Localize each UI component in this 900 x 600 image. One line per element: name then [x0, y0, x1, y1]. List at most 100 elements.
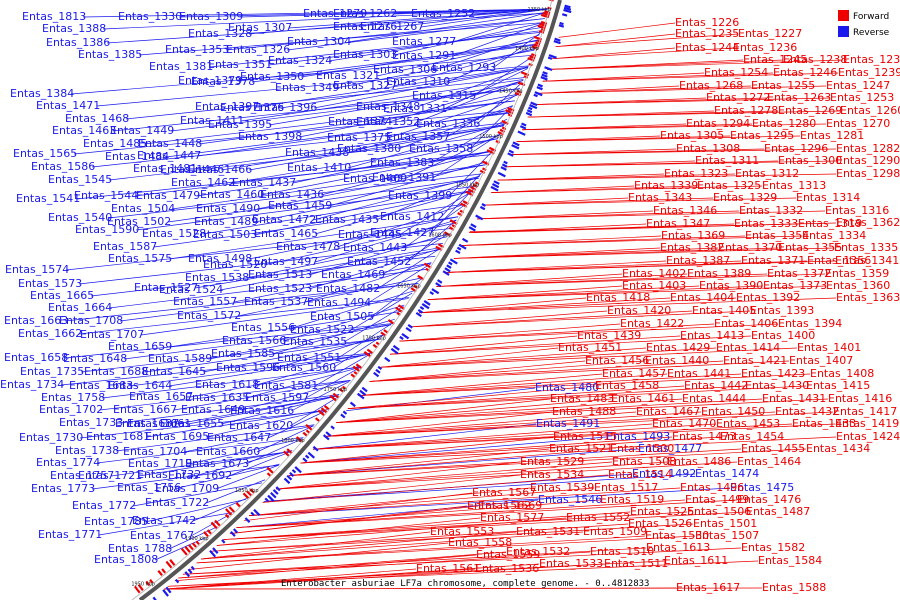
gene-label: Entas_1319: [798, 217, 862, 230]
gene-feature-mark: [206, 529, 212, 535]
gene-label: Entas_1618: [195, 378, 259, 391]
gene-label: Entas_1509: [583, 525, 647, 538]
gene-leader-line: [358, 373, 668, 396]
gene-label: Entas_1459: [268, 199, 332, 212]
kbp-tick-label: 1900 kbp: [185, 536, 209, 542]
gene-label: Entas_1415: [806, 379, 870, 392]
gene-label: Entas_1562: [467, 499, 531, 512]
gene-leader-line: [98, 512, 233, 536]
gene-feature-mark: [500, 166, 507, 171]
gene-leader-line: [399, 323, 715, 342]
legend-forward-label: Forward: [853, 12, 889, 22]
gene-feature-mark: [501, 163, 508, 168]
gene-leader-line: [210, 523, 629, 552]
gene-leader-line: [108, 135, 500, 181]
gene-feature-mark: [191, 542, 197, 548]
gene-feature-mark: [392, 344, 400, 351]
gene-leader-line: [484, 197, 629, 206]
gene-feature-mark: [162, 589, 169, 597]
gene-label: Entas_1573: [18, 277, 82, 290]
gene-label: Entas_1316: [825, 204, 889, 217]
gene-leader-line: [96, 65, 529, 107]
gene-leader-line: [555, 33, 676, 48]
gene-label: Entas_1416: [828, 392, 892, 405]
gene-label: Entas_1537: [244, 295, 308, 308]
gene-label: Entas_1360: [826, 279, 890, 292]
gene-label: Entas_1348: [356, 100, 420, 113]
legend-forward-swatch: [838, 10, 849, 21]
gene-feature-mark: [190, 565, 195, 571]
gene-leader-line: [171, 164, 486, 210]
gene-feature-mark: [437, 279, 443, 284]
gene-leader-line: [409, 310, 608, 328]
gene-label: Entas_1279: [303, 7, 367, 20]
legend-reverse-swatch: [838, 26, 849, 37]
gene-leader-line: [245, 366, 361, 399]
gene-leader-line: [380, 347, 647, 368]
gene-leader-line: [522, 123, 827, 131]
gene-feature-mark: [561, 13, 568, 17]
gene-feature-mark: [423, 262, 432, 269]
gene-leader-line: [324, 411, 834, 437]
gene-label: Entas_1389: [687, 267, 751, 280]
gene-leader-line: [300, 436, 607, 464]
gene-label: Entas_1480: [535, 381, 599, 394]
gene-label: Entas_1450: [701, 405, 765, 418]
gene-leader-line: [300, 436, 837, 464]
gene-leader-line: [314, 353, 371, 387]
gene-label: Entas_1309: [179, 10, 243, 23]
gene-label: Entas_1525: [630, 505, 694, 518]
gene-leader-line: [389, 335, 578, 355]
gene-leader-line: [542, 72, 705, 82]
gene-leader-line: [336, 398, 551, 423]
gene-leader-line: [192, 498, 247, 522]
gene-feature-mark: [544, 66, 553, 72]
gene-label: Entas_1477: [638, 442, 702, 455]
gene-feature-mark: [423, 300, 431, 306]
gene-label: Entas_1734: [0, 378, 64, 391]
gene-leader-line: [551, 47, 734, 60]
gene-label: Entas_1449: [110, 124, 174, 137]
gene-label: Entas_1569: [478, 499, 542, 512]
gene-label: Entas_1507: [695, 529, 759, 542]
gene-feature-mark: [214, 519, 221, 527]
gene-leader-line: [205, 409, 328, 438]
gene-leader-line: [65, 228, 452, 271]
gene-label: Entas_1308: [676, 142, 740, 155]
gene-label: Entas_1503: [193, 228, 257, 241]
gene-leader-line: [182, 547, 647, 575]
gene-label: Entas_1334: [802, 229, 866, 242]
kbp-tick-label: 1450 kbp: [499, 89, 523, 95]
gene-leader-line: [370, 278, 422, 318]
gene-label: Entas_1681: [86, 430, 150, 443]
gene-feature-mark: [302, 431, 308, 437]
gene-leader-line: [143, 100, 515, 145]
gene-leader-line: [446, 93, 518, 138]
gene-leader-line: [201, 531, 584, 560]
gene-feature-mark: [508, 149, 515, 154]
gene-feature-mark: [497, 171, 506, 178]
gene-label: Entas_1445: [338, 228, 402, 241]
gene-leader-line: [173, 380, 351, 411]
gene-label: Entas_1385: [78, 48, 142, 61]
gene-leader-line: [216, 517, 567, 546]
gene-label: Entas_1566: [222, 334, 286, 347]
gene-leader-line: [347, 385, 807, 409]
gene-label: Entas_1422: [620, 317, 684, 330]
gene-label: Entas_1392: [736, 291, 800, 304]
gene-leader-line: [167, 177, 479, 223]
gene-feature-mark: [363, 350, 372, 358]
gene-feature-mark: [517, 130, 526, 136]
gene-leader-line: [263, 222, 455, 266]
gene-label: Entas_1395: [208, 118, 272, 131]
gene-label: Entas_1582: [741, 541, 805, 554]
gene-label: Entas_1277: [392, 35, 456, 48]
gene-label: Entas_1391: [372, 171, 436, 184]
gene-leader-line: [416, 80, 524, 123]
gene-feature-mark: [390, 347, 399, 355]
gene-label: Entas_1432: [775, 405, 839, 418]
gene-label: Entas_1469: [321, 268, 385, 281]
gene-label: Entas_1238: [783, 53, 847, 66]
gene-label: Entas_1767: [130, 529, 194, 542]
gene-leader-line: [445, 260, 667, 273]
